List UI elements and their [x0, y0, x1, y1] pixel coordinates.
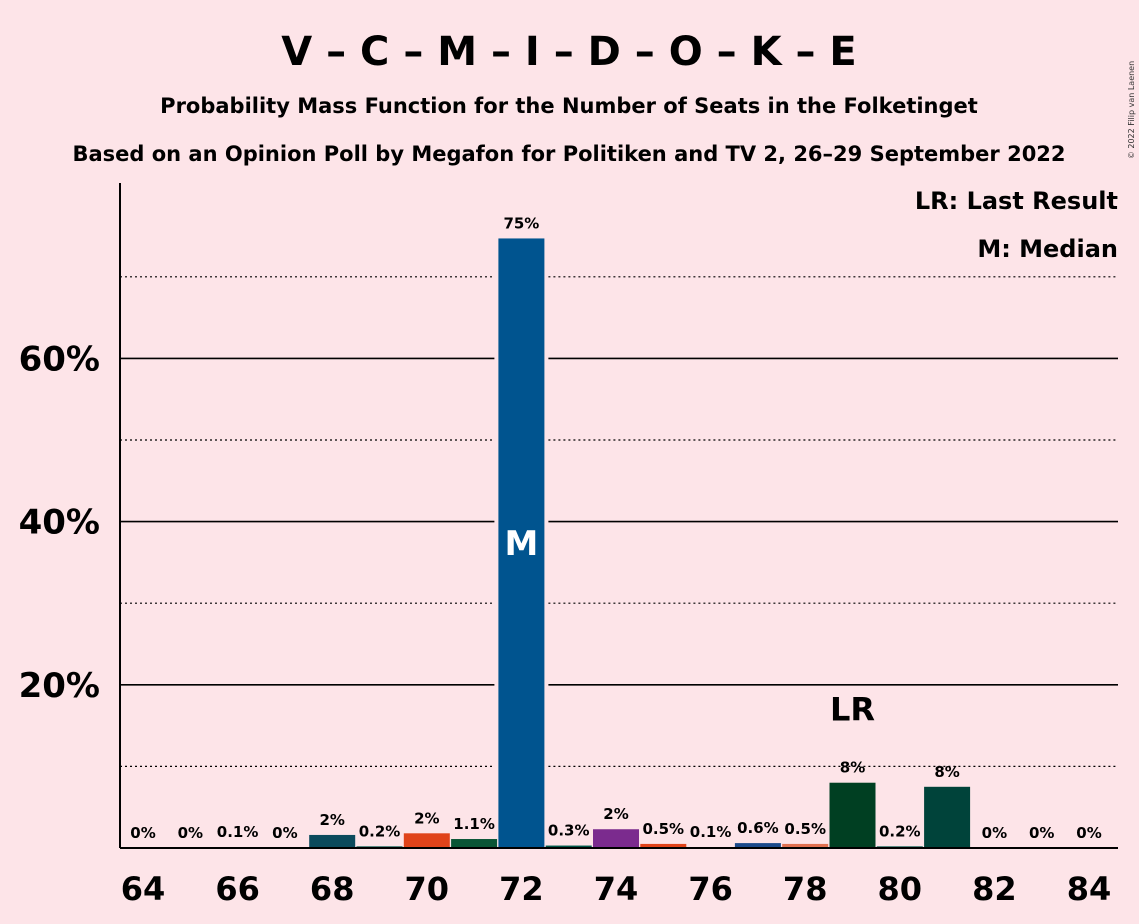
y-tick-labels: 20% 40% 60% [19, 339, 100, 705]
x-tick-84: 84 [1067, 870, 1112, 908]
bar-78 [782, 843, 829, 848]
bar-label-81: 8% [934, 763, 959, 781]
bar-label-68: 2% [319, 811, 344, 829]
bar-75 [640, 843, 687, 848]
bar-label-70: 2% [414, 809, 439, 827]
bar-72 [498, 238, 545, 848]
x-tick-78: 78 [783, 870, 828, 908]
median-marker: M [504, 524, 538, 564]
bar-label-78: 0.5% [784, 820, 826, 838]
x-tick-labels: 64 66 68 70 72 74 76 78 80 82 84 [121, 870, 1112, 908]
bar-81 [924, 786, 971, 848]
bar-70 [403, 833, 450, 848]
bar-label-65: 0% [178, 824, 203, 842]
legend-median: M: Median [977, 235, 1118, 263]
x-tick-74: 74 [594, 870, 639, 908]
bar-77 [734, 843, 781, 848]
bar-label-83: 0% [1029, 824, 1054, 842]
x-tick-68: 68 [310, 870, 355, 908]
bar-label-69: 0.2% [359, 822, 401, 840]
y-tick-60: 60% [19, 339, 100, 379]
bar-label-73: 0.3% [548, 822, 590, 840]
bar-label-75: 0.5% [642, 820, 684, 838]
bar-label-80: 0.2% [879, 822, 921, 840]
bar-label-76: 0.1% [690, 823, 732, 841]
copyright-note: © 2022 Filip van Laenen [1127, 61, 1136, 159]
x-tick-82: 82 [972, 870, 1017, 908]
bar-label-74: 2% [603, 805, 628, 823]
last-result-marker: LR [830, 691, 875, 729]
bar-73 [545, 845, 592, 848]
chart-title: V – C – M – I – D – O – K – E [281, 29, 857, 75]
x-tick-76: 76 [688, 870, 733, 908]
bar-label-71: 1.1% [453, 815, 495, 833]
y-tick-20: 20% [19, 666, 100, 706]
bar-label-82: 0% [982, 824, 1007, 842]
gridlines [120, 276, 1118, 768]
bar-label-72: 75% [503, 214, 539, 232]
x-tick-64: 64 [121, 870, 166, 908]
x-tick-70: 70 [405, 870, 450, 908]
x-tick-66: 66 [215, 870, 260, 908]
bar-labels: 0% 0% 0.1% 0% 2% 0.2% 2% 1.1% 75% 0.3% 2% 0.5% 0.1% 0… [130, 214, 1101, 842]
bar-74 [593, 829, 639, 848]
x-tick-80: 80 [878, 870, 923, 908]
markers: M LR [504, 524, 875, 728]
x-tick-72: 72 [499, 870, 544, 908]
chart-source: Based on an Opinion Poll by Megafon for … [72, 142, 1065, 166]
bar-label-79: 8% [840, 759, 865, 777]
legend-last-result: LR: Last Result [915, 187, 1118, 215]
bar-label-84: 0% [1076, 824, 1101, 842]
bar-label-64: 0% [130, 824, 155, 842]
bar-label-67: 0% [272, 824, 297, 842]
chart-subtitle: Probability Mass Function for the Number… [160, 94, 978, 118]
bar-71 [451, 839, 498, 848]
bar-79 [829, 782, 876, 848]
bar-label-66: 0.1% [217, 823, 259, 841]
bar-68 [309, 834, 356, 848]
bar-label-77: 0.6% [737, 819, 779, 837]
bars [214, 238, 971, 848]
y-tick-40: 40% [19, 503, 100, 543]
